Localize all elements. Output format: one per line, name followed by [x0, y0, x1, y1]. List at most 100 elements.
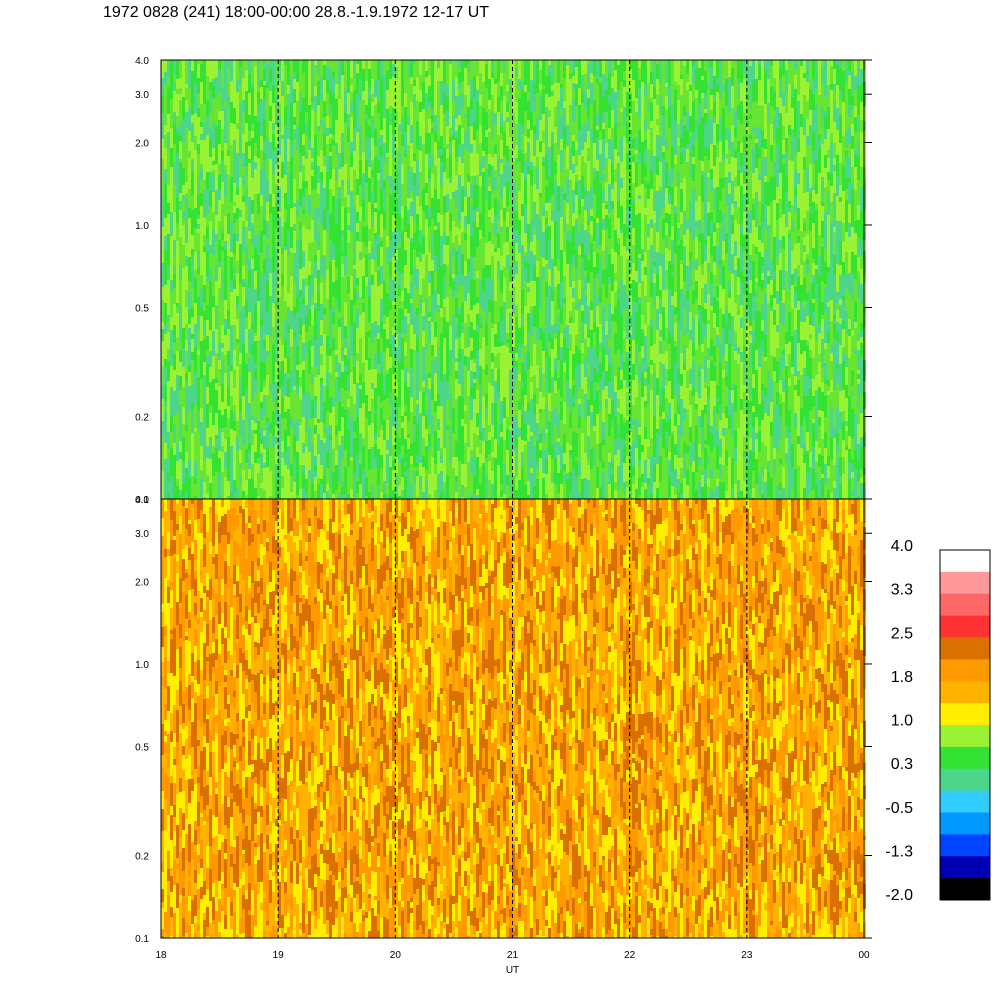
spectrogram-cell	[401, 206, 404, 218]
spectrogram-cell	[626, 416, 629, 420]
spectrogram-cell	[254, 332, 257, 336]
spectrogram-cell	[479, 143, 482, 156]
spectrogram-cell	[467, 443, 470, 447]
spectrogram-cell	[290, 476, 293, 492]
spectrogram-cell	[590, 272, 593, 279]
spectrogram-cell	[338, 134, 341, 153]
spectrogram-cell	[506, 85, 509, 91]
spectrogram-cell	[230, 281, 233, 292]
spectrogram-cell	[467, 236, 470, 259]
spectrogram-cell	[260, 231, 263, 253]
spectrogram-cell	[515, 317, 518, 337]
spectrogram-cell	[413, 64, 416, 80]
spectrogram-cell	[353, 322, 356, 340]
spectrogram-cell	[536, 117, 539, 140]
spectrogram-cell	[527, 192, 530, 202]
spectrogram-cell	[368, 469, 371, 492]
spectrogram-cell	[530, 454, 533, 468]
spectrogram-cell	[611, 141, 614, 165]
spectrogram-cell	[518, 410, 521, 428]
spectrogram-cell	[410, 167, 413, 171]
spectrogram-cell	[611, 382, 614, 401]
spectrogram-cell	[638, 366, 641, 383]
spectrogram-cell	[581, 415, 584, 433]
spectrogram-cell	[488, 210, 491, 217]
spectrogram-cell	[233, 213, 236, 223]
spectrogram-cell	[317, 293, 320, 311]
spectrogram-cell	[629, 135, 632, 144]
spectrogram-cell	[569, 389, 572, 402]
spectrogram-cell	[425, 60, 428, 71]
spectrogram-cell	[359, 156, 362, 160]
spectrogram-cell	[446, 158, 449, 179]
spectrogram-cell	[479, 323, 482, 328]
spectrogram-cell	[224, 409, 227, 415]
spectrogram-cell	[500, 437, 503, 453]
spectrogram-cell	[512, 128, 515, 150]
spectrogram-cell	[530, 130, 533, 149]
spectrogram-cell	[527, 331, 530, 352]
spectrogram-cell	[479, 187, 482, 201]
spectrogram-cell	[314, 471, 317, 477]
spectrogram-cell	[305, 401, 308, 416]
spectrogram-cell	[293, 203, 296, 207]
spectrogram-cell	[494, 479, 497, 499]
spectrogram-cell	[428, 490, 431, 494]
spectrogram-cell	[434, 373, 437, 397]
spectrogram-cell	[377, 80, 380, 103]
spectrogram-cell	[524, 153, 527, 161]
spectrogram-cell	[515, 353, 518, 361]
spectrogram-cell	[602, 468, 605, 472]
spectrogram-cell	[251, 416, 254, 420]
spectrogram-cell	[461, 367, 464, 384]
spectrogram-cell	[641, 173, 644, 184]
spectrogram-cell	[632, 420, 635, 425]
spectrogram-cell	[452, 482, 455, 499]
spectrogram-cell	[185, 307, 188, 324]
spectrogram-cell	[623, 396, 626, 418]
spectrogram-cell	[638, 297, 641, 304]
spectrogram-cell	[197, 350, 200, 355]
spectrogram-cell	[317, 478, 320, 484]
spectrogram-cell	[395, 495, 398, 499]
spectrogram-cell	[179, 301, 182, 306]
spectrogram-cell	[419, 356, 422, 368]
spectrogram-cell	[224, 250, 227, 275]
spectrogram-cell	[359, 458, 362, 464]
spectrogram-cell	[608, 453, 611, 462]
spectrogram-cell	[614, 482, 617, 490]
spectrogram-cell	[527, 481, 530, 495]
spectrogram-cell	[272, 248, 275, 272]
spectrogram-cell	[173, 325, 176, 343]
spectrogram-cell	[473, 235, 476, 252]
spectrogram-cell	[458, 125, 461, 136]
spectrogram-cell	[572, 90, 575, 99]
spectrogram-cell	[170, 236, 173, 253]
spectrogram-cell	[356, 236, 359, 241]
spectrogram-cell	[233, 183, 236, 202]
spectrogram-cell	[383, 463, 386, 481]
spectrogram-cell	[527, 352, 530, 370]
spectrogram-cell	[245, 373, 248, 389]
spectrogram-cell	[617, 293, 620, 299]
spectrogram-cell	[635, 154, 638, 162]
spectrogram-cell	[374, 212, 377, 220]
spectrogram-cell	[431, 288, 434, 295]
spectrogram-cell	[326, 452, 329, 468]
spectrogram-cell	[470, 236, 473, 255]
spectrogram-cell	[596, 444, 599, 455]
spectrogram-cell	[440, 342, 443, 361]
spectrogram-cell	[614, 230, 617, 244]
spectrogram-cell	[518, 214, 521, 220]
spectrogram-cell	[533, 227, 536, 235]
spectrogram-cell	[434, 312, 437, 322]
spectrogram-cell	[335, 435, 338, 450]
spectrogram-cell	[290, 60, 293, 78]
spectrogram-cell	[446, 179, 449, 194]
spectrogram-cell	[494, 458, 497, 479]
spectrogram-cell	[512, 203, 515, 211]
spectrogram-cell	[368, 449, 371, 461]
spectrogram-cell	[533, 436, 536, 446]
spectrogram-cell	[302, 274, 305, 279]
